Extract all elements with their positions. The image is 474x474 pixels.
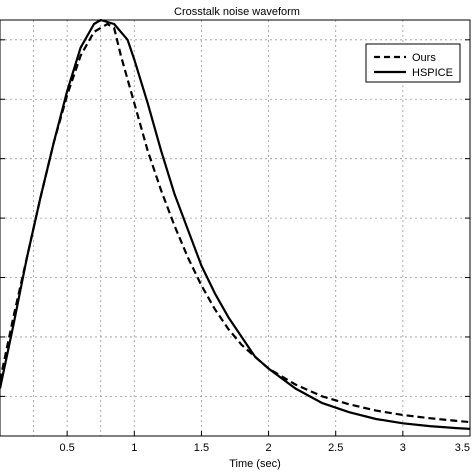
x-tick-label: 1 — [131, 442, 137, 454]
series-line-hspice — [0, 18, 471, 430]
legend: Ours HSPICE — [365, 43, 461, 83]
series-layer — [0, 18, 471, 430]
grid — [0, 20, 470, 436]
x-axis-label: Time (sec) — [229, 458, 281, 470]
x-tick-label: 2 — [266, 442, 272, 454]
legend-label-ours: Ours — [412, 52, 436, 64]
legend-label-hspice: HSPICE — [412, 67, 453, 79]
plot-frame — [0, 19, 471, 437]
x-ticks: 0.5 1 1.5 2 2.5 3 3.5 — [0, 39, 471, 454]
x-tick-label: 1.5 — [194, 442, 209, 454]
legend-box — [365, 43, 461, 83]
x-tick-label: 3.5 — [455, 442, 470, 454]
chart-title: Crosstalk noise waveform — [174, 6, 300, 18]
x-tick-label: 3 — [400, 442, 406, 454]
x-tick-label: 0.5 — [59, 442, 74, 454]
x-tick-label: 2.5 — [328, 442, 343, 454]
series-line-ours — [0, 22, 471, 424]
